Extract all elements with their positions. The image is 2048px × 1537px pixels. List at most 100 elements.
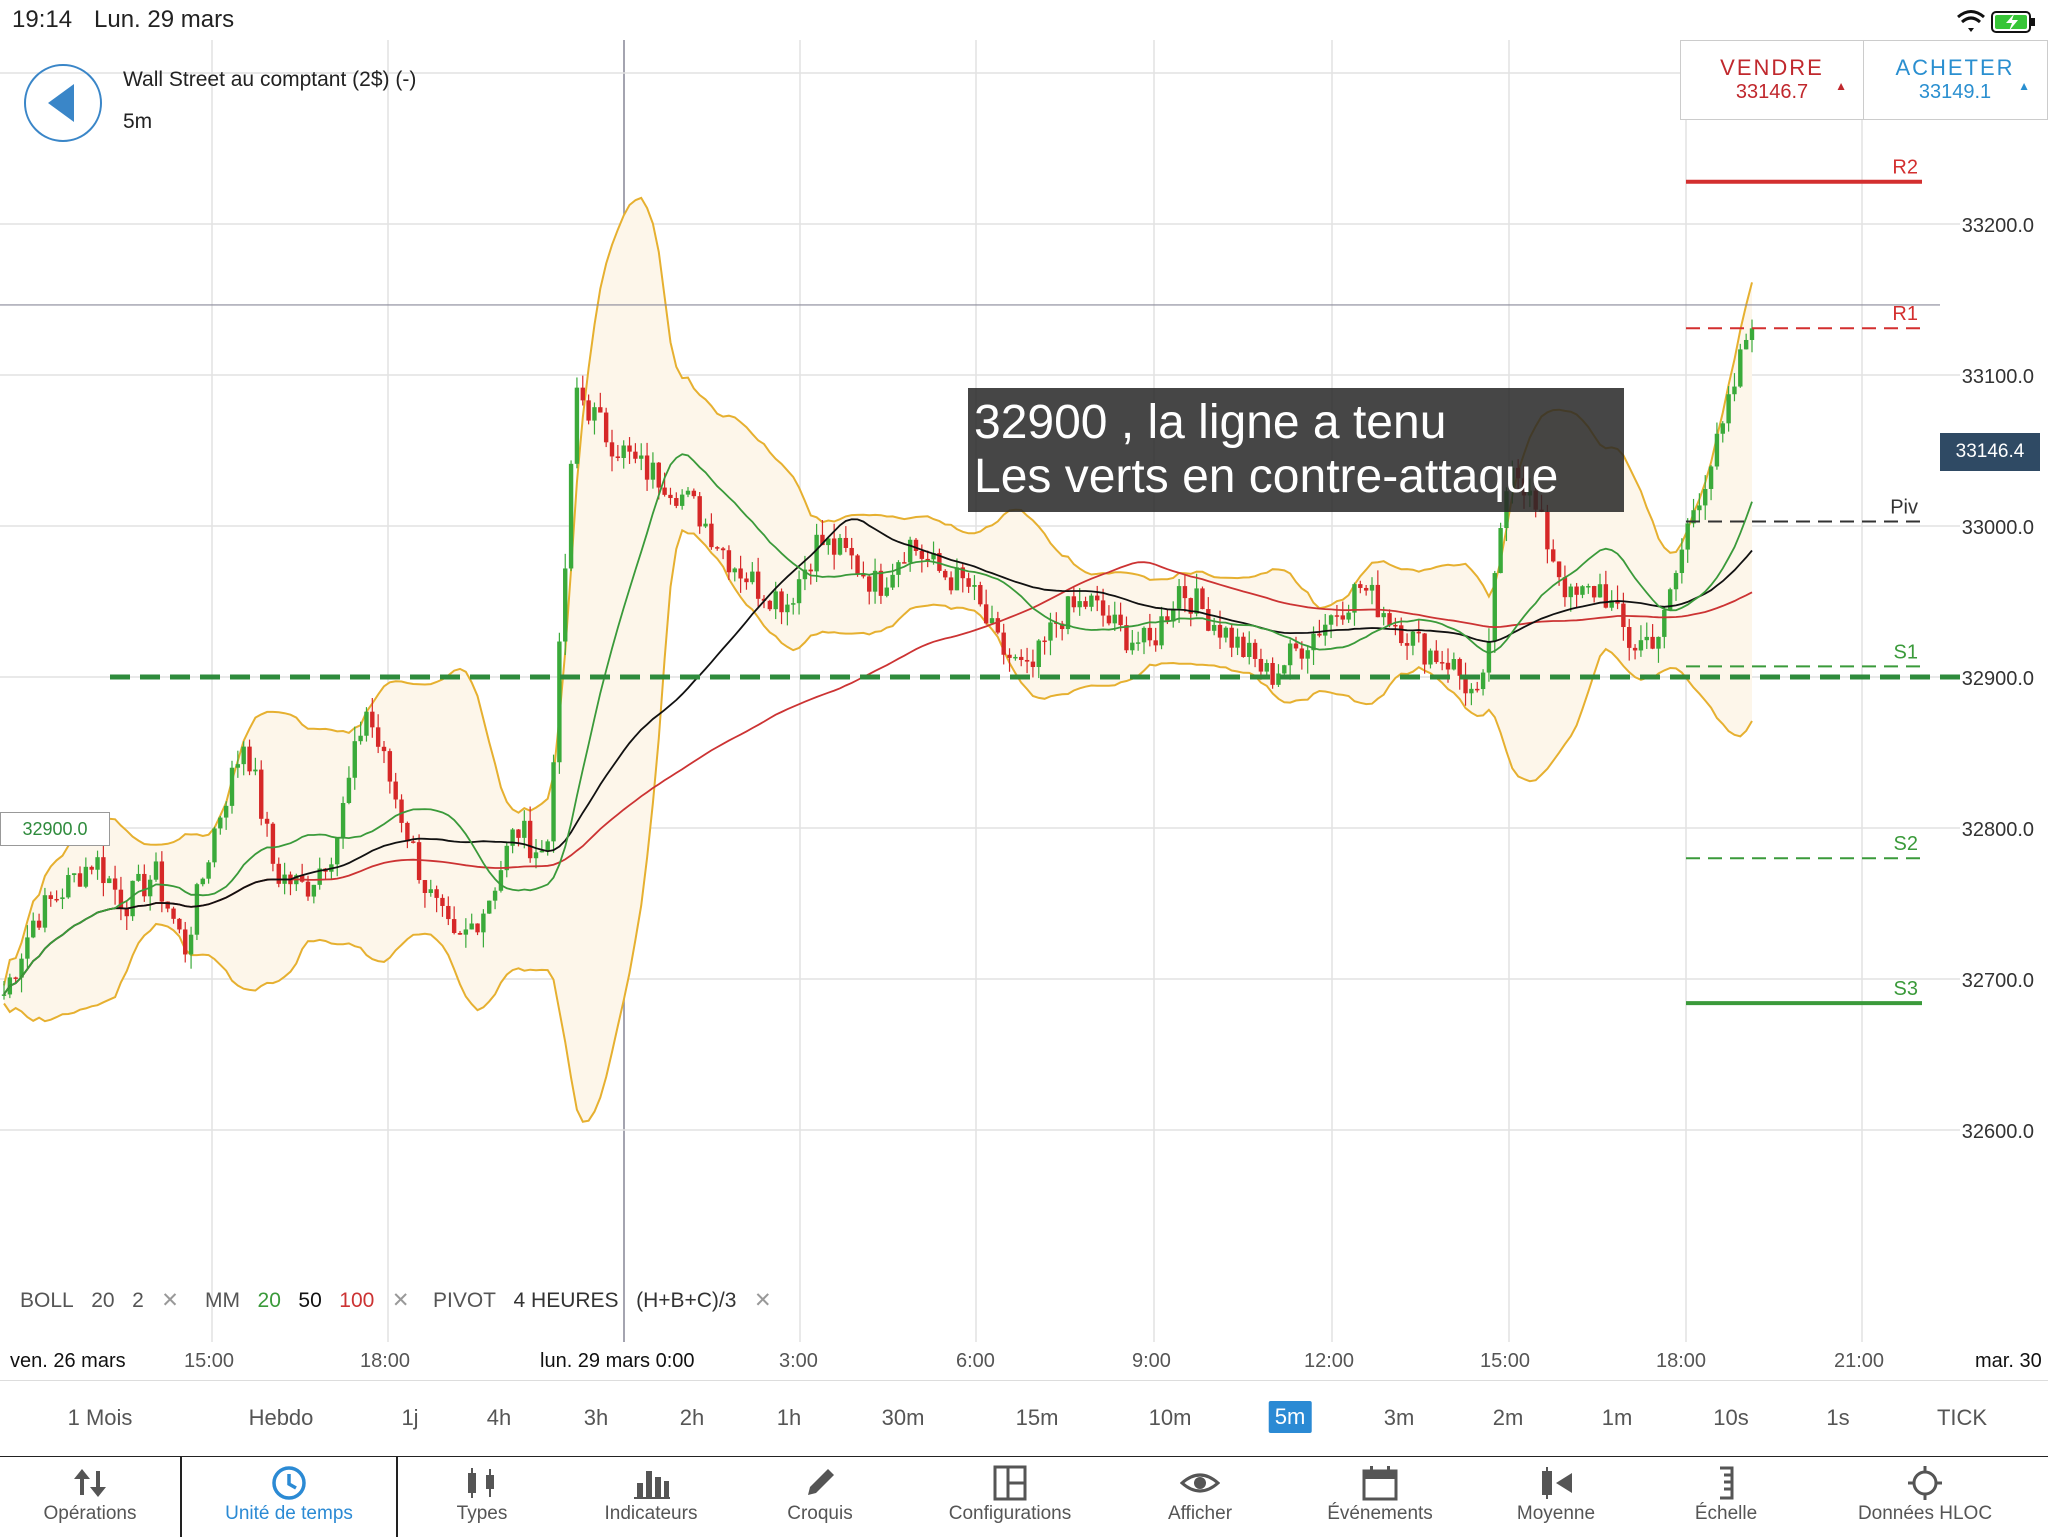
candle-body — [820, 534, 825, 546]
candle-body — [1463, 675, 1468, 694]
candle-body — [1141, 627, 1147, 643]
candle-body — [738, 568, 743, 579]
candle-body — [264, 818, 270, 824]
tab-scale[interactable]: Échelle — [1666, 1457, 1786, 1537]
timeframe-2h[interactable]: 2h — [679, 1405, 705, 1430]
timeframe-1s[interactable]: 1s — [1826, 1405, 1850, 1430]
candle-body — [206, 862, 211, 879]
candle-body — [1247, 642, 1252, 658]
candle-body — [1574, 586, 1579, 595]
horizontal-line-label[interactable]: 32900.0 — [0, 812, 110, 846]
candle-body — [1556, 561, 1562, 578]
tab-label: Unité de temps — [225, 1503, 353, 1524]
timeframe-10s[interactable]: 10s — [1713, 1405, 1749, 1430]
instrument-name: Wall Street au comptant (2$) (-) — [123, 68, 417, 91]
timeframe-2m[interactable]: 2m — [1492, 1405, 1524, 1430]
timeframe-tick[interactable]: TICK — [1936, 1405, 1988, 1430]
candle-body — [60, 897, 65, 900]
chart-timeframe: 5m — [123, 110, 153, 133]
candle-body — [943, 570, 948, 578]
tab-average[interactable]: Moyenne — [1496, 1457, 1616, 1537]
candle-body — [1387, 613, 1392, 625]
candle-body — [1328, 615, 1334, 625]
candle-body — [1404, 643, 1410, 646]
legend-pivot[interactable]: PIVOT 4 HEURES (H+B+C)/3 ✕ — [433, 1288, 772, 1313]
tab-indicators[interactable]: Indicateurs — [564, 1457, 738, 1537]
x-tick: 18:00 — [360, 1350, 411, 1372]
ma50-line — [3, 518, 1753, 995]
candle-body — [422, 880, 428, 893]
mm-label: MM — [205, 1289, 240, 1312]
candle-body — [1241, 636, 1246, 658]
legend-mm[interactable]: MM 20 50 100 ✕ — [205, 1288, 409, 1313]
candle-body — [913, 539, 919, 551]
candle-body — [1112, 614, 1117, 624]
chart-annotation[interactable]: 32900 , la ligne a tenu Les verts en con… — [968, 388, 1624, 512]
back-button[interactable] — [24, 64, 102, 142]
candle-body — [171, 908, 176, 919]
chart-area[interactable]: 33300.033200.033100.033000.032900.032800… — [0, 40, 2048, 1342]
candle-body — [1352, 584, 1357, 613]
price-chart[interactable]: 33300.033200.033100.033000.032900.032800… — [0, 40, 2048, 1342]
timeframe-15m[interactable]: 15m — [1015, 1405, 1059, 1430]
candle-body — [1217, 624, 1223, 638]
timeframe-1m[interactable]: 1m — [1601, 1405, 1633, 1430]
sell-button[interactable]: VENDRE 33146.7 ▲ — [1681, 41, 1864, 119]
candle-body — [1095, 595, 1100, 601]
tab-operations[interactable]: Opérations — [0, 1457, 180, 1537]
tab-sketch[interactable]: Croquis — [760, 1457, 880, 1537]
candle-body — [954, 567, 960, 591]
timeframe-1mois[interactable]: 1 Mois — [67, 1405, 133, 1430]
wifi-icon — [1957, 10, 1985, 32]
timeframe-30m[interactable]: 30m — [881, 1405, 925, 1430]
tab-events[interactable]: Événements — [1300, 1457, 1460, 1537]
timeframe-1h[interactable]: 1h — [776, 1405, 802, 1430]
candle-body — [1135, 642, 1141, 644]
candle-body — [574, 387, 580, 464]
legend-boll[interactable]: BOLL 20 2 ✕ — [20, 1288, 179, 1313]
candle-body — [1001, 632, 1006, 655]
candle-body — [270, 823, 276, 864]
candle-body — [498, 870, 504, 891]
candle-body — [1311, 633, 1316, 651]
indicator-legend: BOLL 20 2 ✕ MM 20 50 100 ✕ PIVOT 4 HEURE… — [0, 1284, 800, 1320]
candle-body — [1036, 640, 1041, 668]
candle-body — [1644, 636, 1649, 641]
candle-body — [1077, 601, 1082, 608]
candle-body — [779, 591, 784, 613]
remove-mm-icon[interactable]: ✕ — [391, 1289, 410, 1312]
timeframe-10m[interactable]: 10m — [1148, 1405, 1192, 1430]
timeframe-3m[interactable]: 3m — [1383, 1405, 1415, 1430]
tab-types[interactable]: Types — [410, 1457, 554, 1537]
candle-body — [1153, 640, 1158, 646]
tab-label: Afficher — [1167, 1503, 1233, 1524]
tab-label: Indicateurs — [604, 1503, 698, 1524]
candle-body — [370, 711, 375, 728]
remove-boll-icon[interactable]: ✕ — [161, 1289, 179, 1312]
candle-body — [1013, 656, 1018, 659]
candle-body — [1065, 596, 1071, 630]
buy-button[interactable]: ACHETER 33149.1 ▲ — [1864, 41, 2046, 119]
remove-pivot-icon[interactable]: ✕ — [753, 1289, 772, 1312]
tab-time-unit[interactable]: Unité de temps — [182, 1457, 396, 1537]
candle-body — [902, 562, 907, 564]
timeframe-3h[interactable]: 3h — [583, 1405, 609, 1430]
candle-body — [1410, 631, 1416, 646]
candle-body — [335, 838, 340, 865]
candle-body — [13, 977, 18, 979]
timeframe-1j[interactable]: 1j — [401, 1405, 419, 1430]
candle-body — [1457, 659, 1462, 676]
tab-hloc-data[interactable]: Données HLOC — [1840, 1457, 2010, 1537]
tab-configurations[interactable]: Configurations — [930, 1457, 1090, 1537]
candle-body — [223, 805, 229, 818]
candle-body — [446, 905, 451, 920]
candle-body — [539, 850, 545, 853]
tab-display[interactable]: Afficher — [1140, 1457, 1260, 1537]
timeframe-hebdo[interactable]: Hebdo — [248, 1405, 314, 1430]
timeframe-5m[interactable]: 5m — [1268, 1401, 1312, 1433]
candle-body — [1042, 640, 1047, 643]
candle-body — [451, 919, 457, 933]
x-tick: 15:00 — [1480, 1350, 1531, 1372]
candle-body — [557, 641, 562, 763]
timeframe-4h[interactable]: 4h — [486, 1405, 512, 1430]
